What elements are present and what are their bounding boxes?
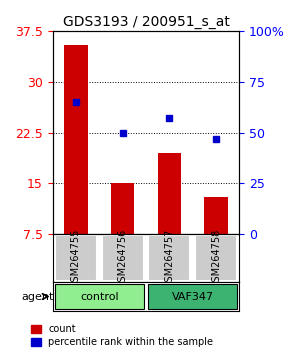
FancyBboxPatch shape bbox=[148, 235, 190, 281]
Title: GDS3193 / 200951_s_at: GDS3193 / 200951_s_at bbox=[63, 15, 230, 29]
Bar bbox=[158, 153, 181, 234]
FancyBboxPatch shape bbox=[102, 235, 144, 281]
Bar bbox=[204, 197, 228, 234]
Text: agent: agent bbox=[21, 291, 53, 302]
Text: VAF347: VAF347 bbox=[172, 291, 214, 302]
FancyBboxPatch shape bbox=[55, 235, 97, 281]
Text: control: control bbox=[80, 291, 118, 302]
Text: GSM264757: GSM264757 bbox=[164, 228, 174, 288]
Bar bbox=[64, 45, 88, 234]
FancyBboxPatch shape bbox=[195, 235, 237, 281]
FancyBboxPatch shape bbox=[148, 284, 237, 309]
FancyBboxPatch shape bbox=[55, 284, 144, 309]
Text: GSM264756: GSM264756 bbox=[118, 228, 128, 288]
Text: GSM264758: GSM264758 bbox=[211, 228, 221, 288]
Text: GSM264755: GSM264755 bbox=[71, 228, 81, 288]
Legend: count, percentile rank within the sample: count, percentile rank within the sample bbox=[29, 322, 215, 349]
Bar bbox=[111, 183, 134, 234]
